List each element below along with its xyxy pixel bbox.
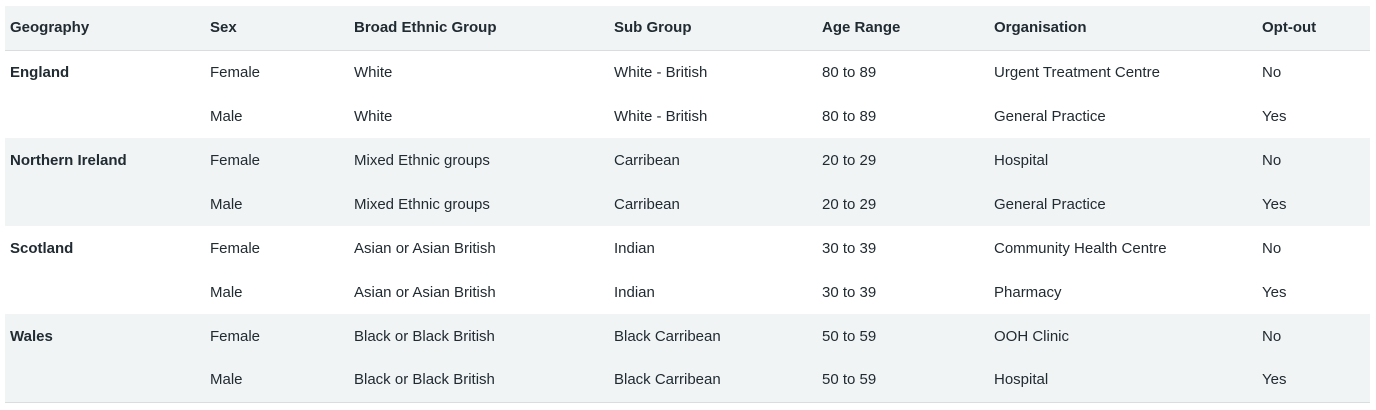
header-age-range: Age Range xyxy=(822,19,901,37)
cell-age-range: 80 to 89 xyxy=(822,63,877,81)
table-row: Male Mixed Ethnic groups Carribean 20 to… xyxy=(5,182,1370,226)
cell-organisation: Pharmacy xyxy=(994,283,1062,301)
cell-broad-ethnic-group: Black or Black British xyxy=(354,371,495,389)
cell-geography-empty xyxy=(5,182,205,226)
cell-age-range: 50 to 59 xyxy=(822,371,877,389)
cell-age-range: 30 to 39 xyxy=(822,239,877,257)
cell-geography-empty xyxy=(5,270,205,314)
cell-geography-empty xyxy=(5,358,205,402)
cell-organisation: Urgent Treatment Centre xyxy=(994,63,1160,81)
cell-sub-group: Indian xyxy=(614,239,655,257)
table-row: Wales Female Black or Black British Blac… xyxy=(5,314,1370,358)
table-row: Northern Ireland Female Mixed Ethnic gro… xyxy=(5,138,1370,182)
cell-sub-group: Carribean xyxy=(614,151,680,169)
cell-opt-out: Yes xyxy=(1262,107,1287,125)
cell-opt-out: No xyxy=(1262,151,1282,169)
cell-sex: Male xyxy=(210,107,243,125)
table-row: Male White White - British 80 to 89 Gene… xyxy=(5,94,1370,138)
cell-sub-group: Black Carribean xyxy=(614,371,721,389)
cell-organisation: General Practice xyxy=(994,195,1106,213)
cell-sub-group: White - British xyxy=(614,63,708,81)
cell-organisation: Community Health Centre xyxy=(994,239,1167,257)
cell-sex: Male xyxy=(210,283,243,301)
header-sex: Sex xyxy=(210,19,237,37)
cell-broad-ethnic-group: Asian or Asian British xyxy=(354,283,496,301)
table-row: England Female White White - British 80 … xyxy=(5,50,1370,94)
table-header-row: Geography Sex Broad Ethnic Group Sub Gro… xyxy=(5,6,1370,50)
cell-broad-ethnic-group: Black or Black British xyxy=(354,327,495,345)
header-opt-out: Opt-out xyxy=(1262,19,1317,37)
cell-sub-group: Black Carribean xyxy=(614,327,721,345)
cell-organisation: Hospital xyxy=(994,151,1049,169)
cell-geography: Wales xyxy=(10,327,53,345)
cell-age-range: 80 to 89 xyxy=(822,107,877,125)
cell-age-range: 30 to 39 xyxy=(822,283,877,301)
cell-sex: Male xyxy=(210,371,243,389)
cell-geography: Scotland xyxy=(10,239,74,257)
cell-sex: Female xyxy=(210,327,261,345)
cell-age-range: 20 to 29 xyxy=(822,195,877,213)
cell-broad-ethnic-group: White xyxy=(354,107,393,125)
header-sub-group: Sub Group xyxy=(614,19,692,37)
cell-organisation: OOH Clinic xyxy=(994,327,1070,345)
header-geography: Geography xyxy=(10,19,90,37)
data-table: Geography Sex Broad Ethnic Group Sub Gro… xyxy=(5,6,1370,403)
cell-sub-group: Indian xyxy=(614,283,655,301)
cell-opt-out: Yes xyxy=(1262,195,1287,213)
cell-geography: England xyxy=(10,63,70,81)
cell-geography-empty xyxy=(5,94,205,138)
cell-opt-out: Yes xyxy=(1262,283,1287,301)
cell-sub-group: White - British xyxy=(614,107,708,125)
cell-opt-out: No xyxy=(1262,63,1282,81)
table-row: Scotland Female Asian or Asian British I… xyxy=(5,226,1370,270)
data-table-container: Geography Sex Broad Ethnic Group Sub Gro… xyxy=(5,6,1370,403)
cell-opt-out: No xyxy=(1262,239,1282,257)
cell-geography: Northern Ireland xyxy=(10,151,127,169)
cell-sex: Male xyxy=(210,195,243,213)
cell-opt-out: Yes xyxy=(1262,371,1287,389)
header-organisation: Organisation xyxy=(994,19,1087,37)
cell-sub-group: Carribean xyxy=(614,195,680,213)
cell-age-range: 50 to 59 xyxy=(822,327,877,345)
cell-opt-out: No xyxy=(1262,327,1282,345)
header-broad-ethnic-group: Broad Ethnic Group xyxy=(354,19,497,37)
table-row: Male Black or Black British Black Carrib… xyxy=(5,358,1370,402)
cell-broad-ethnic-group: White xyxy=(354,63,393,81)
cell-organisation: General Practice xyxy=(994,107,1106,125)
cell-broad-ethnic-group: Asian or Asian British xyxy=(354,239,496,257)
cell-sex: Female xyxy=(210,151,261,169)
cell-age-range: 20 to 29 xyxy=(822,151,877,169)
cell-sex: Female xyxy=(210,239,261,257)
cell-broad-ethnic-group: Mixed Ethnic groups xyxy=(354,151,490,169)
table-row: Male Asian or Asian British Indian 30 to… xyxy=(5,270,1370,314)
cell-broad-ethnic-group: Mixed Ethnic groups xyxy=(354,195,490,213)
cell-organisation: Hospital xyxy=(994,371,1049,389)
cell-sex: Female xyxy=(210,63,261,81)
